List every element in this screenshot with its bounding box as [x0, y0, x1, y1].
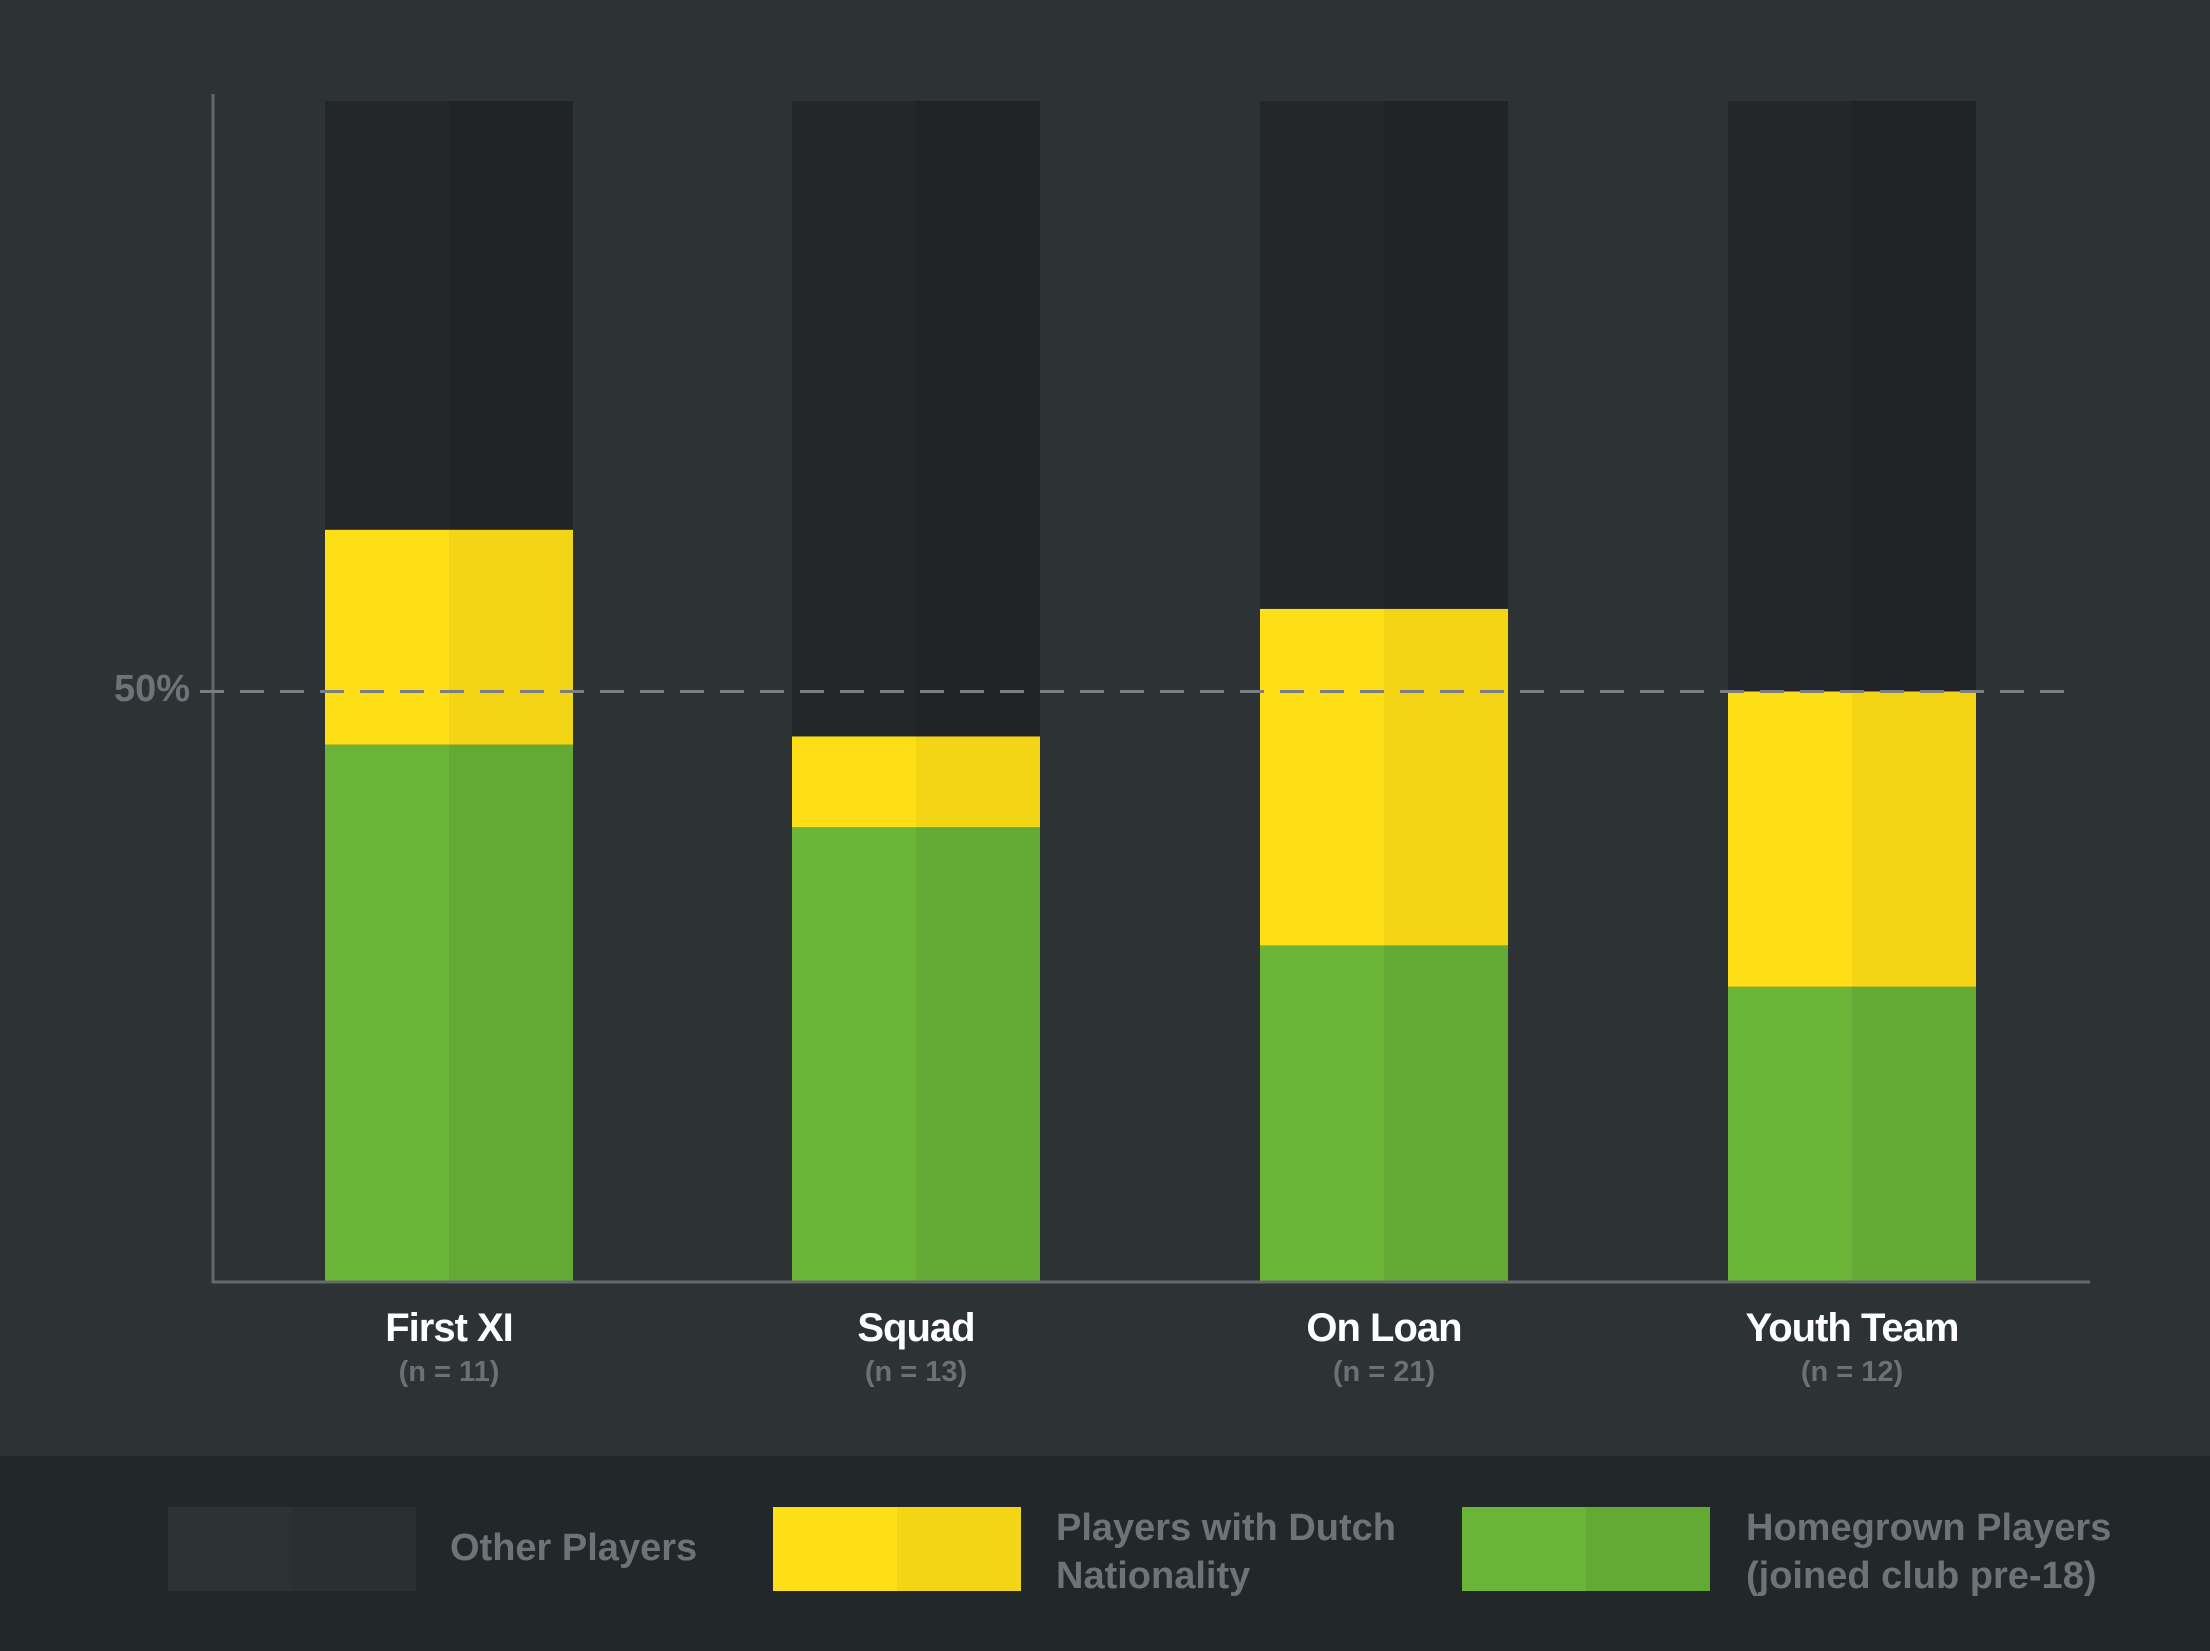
bar-first-xi-homegrown-players-segment-shade — [449, 744, 573, 1282]
legend-swatch-other-players — [168, 1507, 416, 1591]
bar-youth-team-players-with-segment — [1728, 691, 1852, 987]
bar-on-loan-homegrown-players-segment-shade — [1384, 945, 1508, 1282]
bar-first-xi-other-players-segment — [325, 101, 449, 530]
x-tick-note-youth-team: (n = 12) — [1800, 1356, 1904, 1388]
x-tick-note-on-loan: (n = 21) — [1332, 1356, 1436, 1388]
legend-label-dutch-nationality: Players with Dutch Nationality — [1056, 1504, 1396, 1600]
bar-on-loan-players-with-segment — [1260, 608, 1384, 946]
bar-on-loan-other-players-segment-shade — [1384, 101, 1508, 609]
bar-on-loan-players-with-segment-shade — [1384, 608, 1508, 946]
legend-label-homegrown: Homegrown Players (joined club pre-18) — [1746, 1504, 2111, 1600]
bar-squad-players-with-segment-shade — [916, 736, 1040, 828]
bar-youth-team-players-with-segment-shade — [1852, 691, 1976, 987]
bar-squad-players-with-segment — [792, 736, 916, 828]
bar-first-xi-homegrown-players-segment — [325, 744, 449, 1282]
plot-area: 50% First XI (n = 11) Squad (n = 13) On … — [113, 94, 2090, 1388]
bar-on-loan-other-players-segment — [1260, 101, 1384, 609]
legend-swatch-homegrown-right — [1586, 1507, 1710, 1591]
bar-squad-homegrown-players-segment — [792, 827, 916, 1282]
bar-squad-other-players-segment — [792, 101, 916, 737]
legend-label-homegrown-line-1: Homegrown Players — [1746, 1507, 2112, 1549]
legend-swatch-other-left — [168, 1507, 292, 1591]
x-tick-label-on-loan: On Loan — [1306, 1306, 1462, 1350]
bar-first-xi-players-with-segment — [325, 529, 449, 745]
bar-youth-team-homegrown-players-segment — [1728, 986, 1852, 1282]
x-tick-label-youth-team: Youth Team — [1745, 1306, 1960, 1350]
bar-youth-team-homegrown-players-segment-shade — [1852, 986, 1976, 1282]
x-tick-note-first-xi: (n = 11) — [398, 1356, 500, 1388]
x-tick-label-squad: Squad — [857, 1306, 975, 1350]
legend-swatch-homegrown — [1462, 1507, 1710, 1591]
legend-label-other-line-1: Other Players — [450, 1527, 698, 1569]
x-tick-note-squad: (n = 13) — [864, 1356, 968, 1388]
bar-squad-homegrown-players-segment-shade — [916, 827, 1040, 1282]
legend-swatch-dutch-right — [897, 1507, 1021, 1591]
reference-line-label: 50% — [113, 667, 190, 710]
legend-swatch-dutch-nationality — [773, 1507, 1021, 1591]
legend-swatch-other-right — [292, 1507, 416, 1591]
x-tick-label-first-xi: First XI — [385, 1306, 514, 1350]
bar-youth-team-other-players-segment-shade — [1852, 101, 1976, 692]
bar-first-xi-players-with-segment-shade — [449, 529, 573, 745]
legend-swatch-dutch-left — [773, 1507, 897, 1591]
legend-label-dutch-line-1: Players with Dutch — [1056, 1507, 1396, 1549]
chart-svg — [200, 94, 2090, 1284]
bar-on-loan-homegrown-players-segment — [1260, 945, 1384, 1282]
legend-swatch-homegrown-left — [1462, 1507, 1586, 1591]
bar-youth-team-other-players-segment — [1728, 101, 1852, 692]
bar-first-xi-other-players-segment-shade — [449, 101, 573, 530]
legend-label-other-players: Other Players — [450, 1524, 697, 1572]
bar-squad-other-players-segment-shade — [916, 101, 1040, 737]
legend-label-dutch-line-2: Nationality — [1056, 1555, 1251, 1597]
legend-label-homegrown-line-2: (joined club pre-18) — [1746, 1555, 2097, 1597]
